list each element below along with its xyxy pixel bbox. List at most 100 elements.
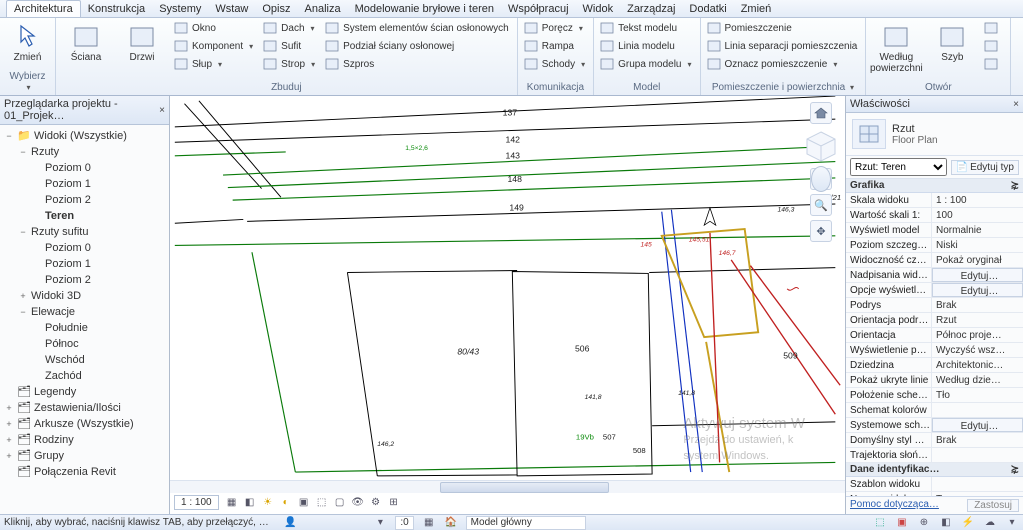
tool-button[interactable] (1017, 20, 1023, 52)
tree-item[interactable]: Północ (4, 336, 169, 352)
tree-item[interactable]: Poziom 0 (4, 160, 169, 176)
instance-selector[interactable]: Rzut: Teren (850, 158, 947, 176)
prop-row[interactable]: DziedzinaArchitektonic… (846, 358, 1023, 373)
zoom-button[interactable]: 🔍 (810, 194, 832, 216)
status-model-icon[interactable]: 🏠 (444, 517, 458, 529)
ribbon-tab-widok[interactable]: Widok (576, 1, 621, 17)
status-i6-icon[interactable]: ☁ (983, 517, 997, 529)
close-icon[interactable]: × (159, 105, 165, 116)
ribbon-tab-zarządzaj[interactable]: Zarządzaj (620, 1, 682, 17)
ribbon-tab-dodatki[interactable]: Dodatki (682, 1, 733, 17)
podzia-ciany-os-onowej-button[interactable]: Podział ściany osłonowej (325, 38, 511, 54)
tool-button[interactable] (984, 38, 1004, 54)
prop-row[interactable]: Orientacja podr…Rzut (846, 313, 1023, 328)
tree-item[interactable]: Południe (4, 320, 169, 336)
tree-item[interactable]: +Widoki 3D (4, 288, 169, 304)
drawing-canvas[interactable]: 1371421,5×2,614314814980/4350650982/2114… (170, 96, 845, 514)
ribbon-tab-systemy[interactable]: Systemy (152, 1, 208, 17)
prop-row[interactable]: Opcje wyświetl…Edytuj… (846, 283, 1023, 298)
tree-item[interactable]: −Rzuty (4, 144, 169, 160)
tree-root[interactable]: −📁Widoki (Wszystkie) (4, 128, 169, 144)
status-grid-icon[interactable]: ▦ (422, 517, 436, 529)
prop-row[interactable]: Widoczność cz…Pokaż oryginał (846, 253, 1023, 268)
crop-icon[interactable]: ⬚ (315, 495, 329, 509)
sun-path-icon[interactable]: ☀ (261, 495, 275, 509)
prop-row[interactable]: Położenie sche…Tło (846, 388, 1023, 403)
status-model[interactable]: Model główny (466, 516, 586, 530)
horizontal-scrollbar[interactable] (170, 480, 845, 493)
sufit-button[interactable]: Sufit (263, 38, 317, 54)
Według powierzchni-button[interactable]: Według powierzchni (872, 20, 920, 74)
status-zero[interactable]: :0 (395, 516, 413, 530)
status-i5-icon[interactable]: ⚡ (961, 517, 975, 529)
shadows-icon[interactable]: ◐ (279, 495, 293, 509)
tool-button[interactable] (984, 56, 1004, 72)
linia-separacji-pomieszczenia-button[interactable]: Linia separacji pomieszczenia (707, 38, 860, 54)
reveal2-icon[interactable]: ⊞ (387, 495, 401, 509)
status-i3-icon[interactable]: ⊕ (917, 517, 931, 529)
modify-button[interactable]: Zmień (6, 20, 49, 63)
Drzwi-button[interactable]: Drzwi (118, 20, 166, 63)
rampa-button[interactable]: Rampa (524, 38, 587, 54)
prop-row[interactable]: Wyświetlenie p…Wyczyść wsz… (846, 343, 1023, 358)
tool-button[interactable] (984, 20, 1004, 36)
ribbon-tab-architektura[interactable]: Architektura (6, 0, 81, 17)
por-cz-button[interactable]: Poręcz▾ (524, 20, 587, 36)
hide-icon[interactable]: 👁 (351, 495, 365, 509)
okno-button[interactable]: Okno (174, 20, 255, 36)
visual-style-icon[interactable]: ◧ (243, 495, 257, 509)
dach-button[interactable]: Dach▾ (263, 20, 317, 36)
home-view-button[interactable] (810, 102, 832, 124)
status-filter-icon[interactable]: ▾ (373, 517, 387, 529)
close-icon[interactable]: × (1013, 99, 1019, 110)
tree-item[interactable]: Teren (4, 208, 169, 224)
Szyb-button[interactable]: Szyb (928, 20, 976, 63)
tree-item[interactable]: +🗂Arkusze (Wszystkie) (4, 416, 169, 432)
prop-row[interactable]: Nadpisania wid…Edytuj… (846, 268, 1023, 283)
help-link[interactable]: Pomoc dotycząca… (850, 499, 939, 512)
system-element-w-cian-os-onowych-button[interactable]: System elementów ścian osłonowych (325, 20, 511, 36)
prop-row[interactable]: Systemowe sch…Edytuj… (846, 418, 1023, 433)
scale-display[interactable]: 1 : 100 (174, 495, 219, 510)
pan-button[interactable]: ✥ (810, 220, 832, 242)
status-i1-icon[interactable]: ⬚ (873, 517, 887, 529)
tree-item[interactable]: +🗂Zestawienia/Ilości (4, 400, 169, 416)
ribbon-tab-modelowanie-bryłowe-i-teren[interactable]: Modelowanie bryłowe i teren (348, 1, 501, 17)
ribbon-tab-opisz[interactable]: Opisz (255, 1, 297, 17)
steering-wheel-button[interactable] (810, 168, 832, 190)
status-i2-icon[interactable]: ▣ (895, 517, 909, 529)
prop-section-header[interactable]: Dane identyfikac…⋩ (846, 463, 1023, 477)
oznacz-pomieszczenie-button[interactable]: Oznacz pomieszczenie▾ (707, 56, 860, 72)
tree-item[interactable]: Zachód (4, 368, 169, 384)
status-person-icon[interactable]: 👤 (283, 517, 297, 529)
prop-row[interactable]: Poziom szczeg…Niski (846, 238, 1023, 253)
prop-row[interactable]: Pokaż ukryte linieWedług dzie… (846, 373, 1023, 388)
tree-item[interactable]: 🗂Legendy (4, 384, 169, 400)
prop-row[interactable]: PodrysBrak (846, 298, 1023, 313)
ribbon-tab-analiza[interactable]: Analiza (298, 1, 348, 17)
status-i7-icon[interactable]: ▾ (1005, 517, 1019, 529)
prop-row[interactable]: Schemat kolorów (846, 403, 1023, 418)
prop-row[interactable]: Szablon widoku (846, 477, 1023, 492)
strop-button[interactable]: Strop▾ (263, 56, 317, 72)
ribbon-tab-współpracuj[interactable]: Współpracuj (501, 1, 576, 17)
tree-item[interactable]: +🗂Rodziny (4, 432, 169, 448)
tree-item[interactable]: Poziom 1 (4, 176, 169, 192)
grupa-modelu-button[interactable]: Grupa modelu▾ (600, 56, 693, 72)
s-up-button[interactable]: Słup▾ (174, 56, 255, 72)
detail-level-icon[interactable]: ▦ (225, 495, 239, 509)
tree-item[interactable]: +🗂Grupy (4, 448, 169, 464)
tree-item[interactable]: Poziom 0 (4, 240, 169, 256)
crop-region-icon[interactable]: ▢ (333, 495, 347, 509)
apply-button[interactable]: Zastosuj (967, 499, 1019, 512)
komponent-button[interactable]: Komponent▾ (174, 38, 255, 54)
szpros-button[interactable]: Szpros (325, 56, 511, 72)
prop-section-header[interactable]: Grafika⋩ (846, 179, 1023, 193)
tree-item[interactable]: −Rzuty sufitu (4, 224, 169, 240)
view-cube[interactable] (803, 128, 839, 164)
ribbon-tab-wstaw[interactable]: Wstaw (208, 1, 255, 17)
Ściana-button[interactable]: Ściana (62, 20, 110, 63)
ribbon-tab-konstrukcja[interactable]: Konstrukcja (81, 1, 152, 17)
tree-item[interactable]: Poziom 2 (4, 272, 169, 288)
tree-item[interactable]: Wschód (4, 352, 169, 368)
